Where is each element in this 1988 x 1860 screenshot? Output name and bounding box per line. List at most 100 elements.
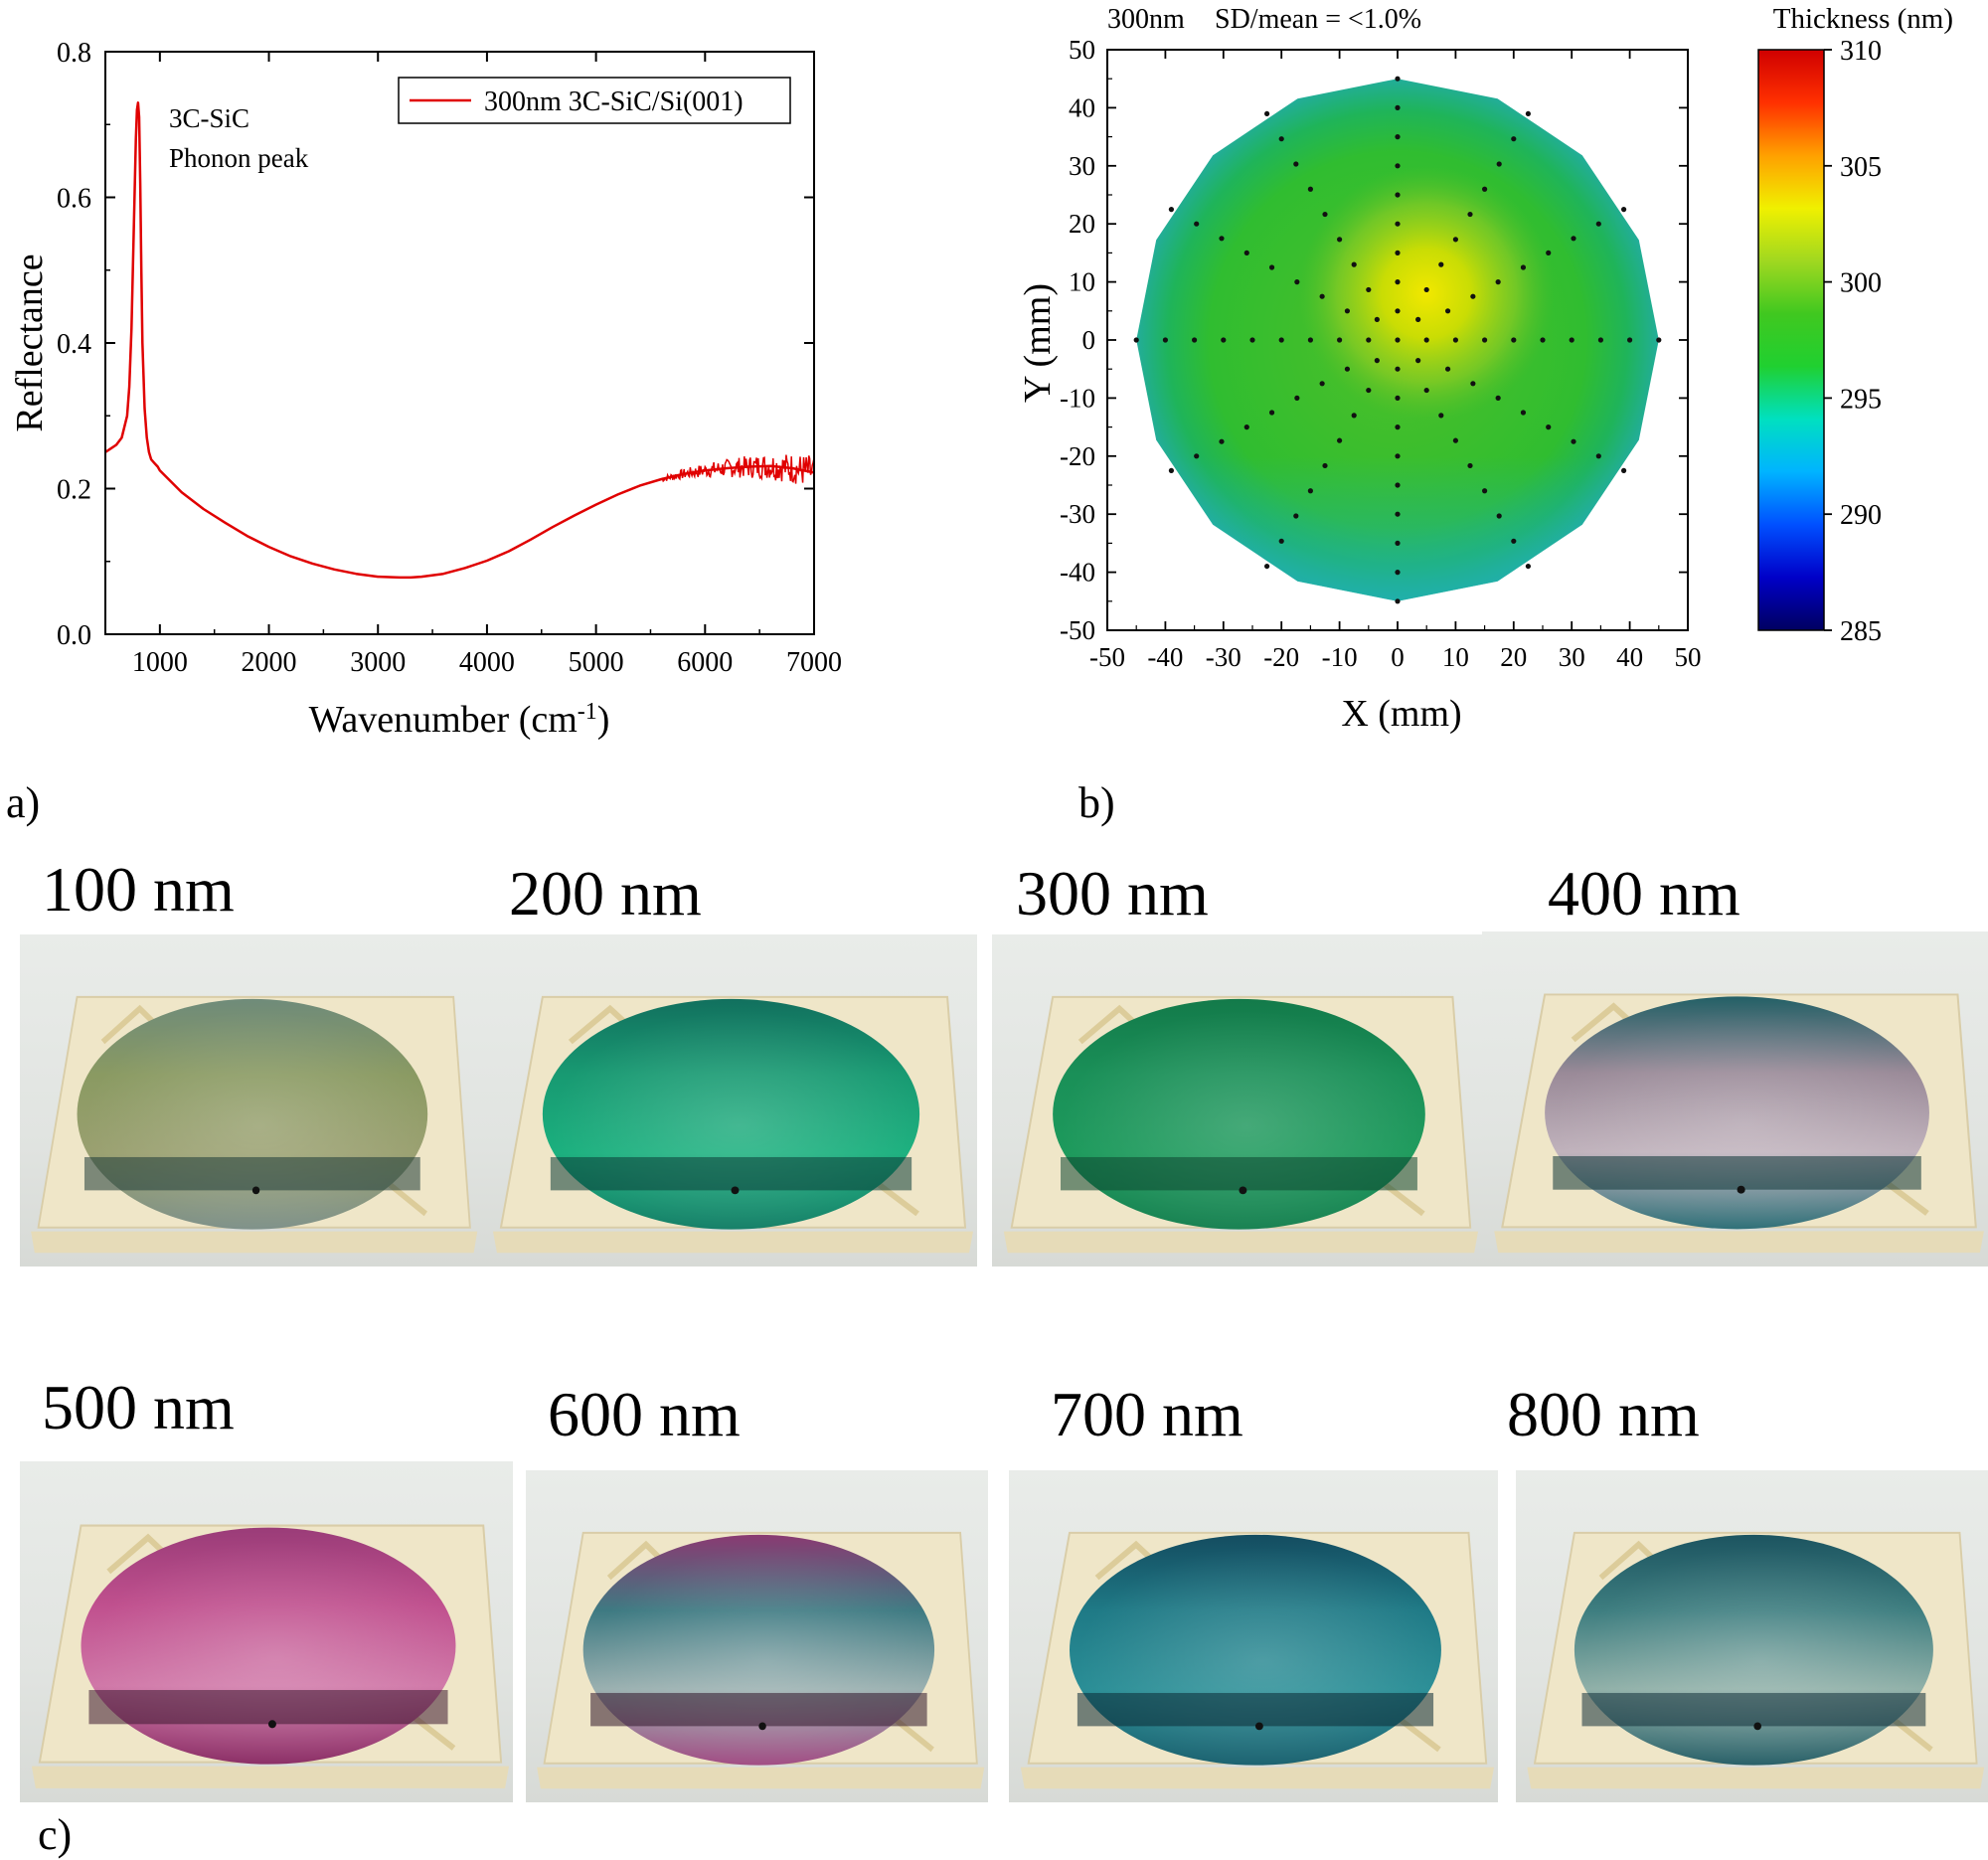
measurement-point: [1133, 337, 1139, 343]
measurement-point: [1395, 337, 1401, 343]
measurement-point: [1194, 221, 1200, 227]
y-tick-label: 0.8: [57, 38, 91, 69]
wafer-sheen: [1070, 1534, 1441, 1766]
measurement-point: [1423, 337, 1429, 343]
photo-label: 700 nm: [1051, 1379, 1243, 1449]
measurement-point: [1351, 413, 1357, 419]
map-frame: [1106, 49, 1689, 631]
plot-frame: [104, 51, 815, 635]
measurement-point: [1294, 395, 1300, 401]
measurement-point: [1444, 366, 1451, 372]
x-tick-label: 1000: [132, 647, 188, 678]
measurement-point: [1571, 438, 1576, 444]
wafer-reflection-band: [550, 1156, 912, 1191]
photo-label: 600 nm: [548, 1379, 741, 1449]
measurement-point: [1452, 437, 1458, 443]
measurement-point: [1627, 337, 1633, 343]
measurement-point: [1278, 136, 1284, 142]
wafer-photo: [481, 934, 977, 1267]
measurement-point: [1278, 337, 1284, 343]
measurement-point: [1366, 387, 1372, 394]
reflectance-noise-line: [660, 454, 815, 484]
measurement-point: [1319, 381, 1325, 387]
reflectance-chart: 1000 2000 3000 4000 5000 6000 7000 0.0 0.2 0.4 0.6…: [9, 38, 842, 741]
wafer-mark: [1737, 1185, 1745, 1194]
photo-label: 500 nm: [42, 1372, 235, 1442]
panel-label-c: c): [38, 1810, 73, 1859]
wafer-photo-drawing: [31, 1524, 510, 1788]
measurement-point: [1525, 110, 1531, 117]
measurement-point: [1395, 366, 1401, 372]
colorbar-tick-label: 310: [1840, 36, 1882, 67]
measurement-point: [1597, 337, 1603, 343]
measurement-point: [1374, 358, 1380, 364]
measurement-point: [1595, 453, 1601, 459]
y-tick-label: 20: [1069, 209, 1095, 239]
wafer-sheen: [542, 998, 920, 1230]
wafer-reflection-band: [83, 1156, 420, 1191]
wafer-reflection-band: [1553, 1155, 1921, 1190]
wafer-holder-base: [1020, 1767, 1495, 1789]
wafer-sheen: [582, 1534, 935, 1766]
measurement-point: [1337, 437, 1343, 443]
measurement-point: [1546, 424, 1552, 430]
colorbar-tick-label: 300: [1840, 268, 1882, 299]
colorbar: [1757, 49, 1825, 631]
wafer-mark: [731, 1186, 740, 1195]
colorbar-tick-label: 285: [1840, 616, 1882, 647]
measurement-point: [1495, 279, 1501, 285]
measurement-point: [1595, 221, 1601, 227]
measurement-point: [1444, 308, 1451, 314]
measurement-point: [1243, 424, 1249, 430]
measurement-point: [1366, 337, 1372, 343]
x-tick-label: 4000: [459, 647, 515, 678]
measurement-point: [1395, 192, 1401, 198]
wafer-photo: [20, 1461, 513, 1802]
measurement-point: [1520, 410, 1527, 416]
measurement-point: [1337, 237, 1343, 243]
wafer-reflection-band: [1077, 1692, 1434, 1727]
x-tick-label: -10: [1322, 642, 1358, 672]
measurement-point: [1374, 316, 1380, 322]
measurement-point: [1467, 211, 1473, 218]
wafer-sheen: [1053, 998, 1425, 1230]
wafer-photo-drawing: [31, 995, 478, 1254]
wafer-holder-base: [31, 1231, 478, 1254]
wafer-reflection-band: [88, 1690, 448, 1725]
measurement-point: [1656, 337, 1662, 343]
y-tick-label: 0: [1082, 325, 1096, 355]
y-tick-label: -30: [1060, 499, 1095, 529]
x-tick-label: 10: [1442, 642, 1469, 672]
wafer-sheen: [77, 998, 428, 1230]
wafer-photo-drawing: [1020, 1531, 1495, 1789]
measurement-point: [1194, 453, 1200, 459]
measurement-point: [1415, 316, 1421, 322]
x-axis-label: X (mm): [1341, 693, 1461, 735]
wafer-mark: [251, 1186, 260, 1195]
y-tick-label: -20: [1060, 441, 1095, 471]
measurement-point: [1415, 358, 1421, 364]
measurement-point: [1467, 462, 1473, 469]
measurement-point: [1482, 186, 1488, 192]
measurement-point: [1511, 136, 1517, 142]
x-tick-label: -20: [1263, 642, 1299, 672]
measurement-point: [1482, 488, 1488, 494]
x-tick-label: 40: [1616, 642, 1643, 672]
measurement-point: [1168, 467, 1175, 473]
measurement-point: [1395, 482, 1401, 488]
panel-label-b: b): [1078, 778, 1115, 827]
measurement-point: [1351, 261, 1357, 267]
measurement-point: [1395, 104, 1401, 110]
measurement-point: [1423, 286, 1429, 293]
measurement-point: [1511, 337, 1517, 343]
wafer-mark: [758, 1722, 766, 1731]
measurement-point: [1278, 538, 1284, 544]
measurement-point: [1322, 211, 1328, 218]
colorbar-label: Thickness (nm): [1773, 3, 1953, 35]
photo-label: 400 nm: [1548, 858, 1740, 929]
y-tick-label: -40: [1060, 558, 1095, 588]
measurement-point: [1395, 598, 1401, 604]
measurement-point: [1319, 293, 1325, 299]
photo-label: 300 nm: [1016, 858, 1209, 929]
wafer-sheen: [1574, 1534, 1933, 1766]
